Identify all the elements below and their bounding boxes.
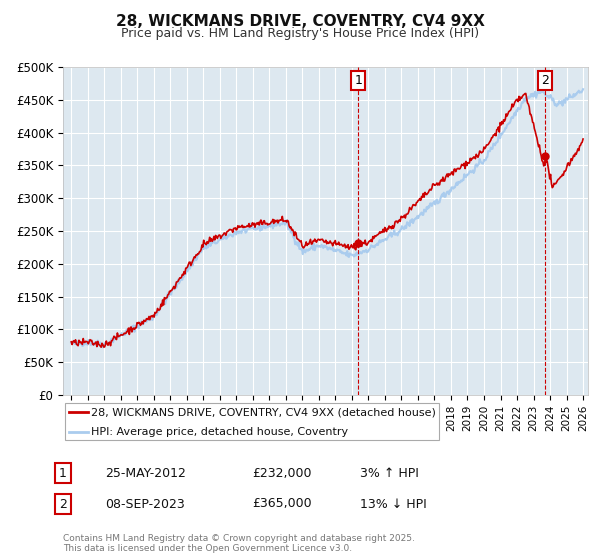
Text: 28, WICKMANS DRIVE, COVENTRY, CV4 9XX (detached house): 28, WICKMANS DRIVE, COVENTRY, CV4 9XX (d… <box>91 407 436 417</box>
Text: £365,000: £365,000 <box>252 497 311 511</box>
Text: 28, WICKMANS DRIVE, COVENTRY, CV4 9XX: 28, WICKMANS DRIVE, COVENTRY, CV4 9XX <box>116 14 484 29</box>
Text: 08-SEP-2023: 08-SEP-2023 <box>105 497 185 511</box>
Text: Contains HM Land Registry data © Crown copyright and database right 2025.
This d: Contains HM Land Registry data © Crown c… <box>63 534 415 553</box>
Text: HPI: Average price, detached house, Coventry: HPI: Average price, detached house, Cove… <box>91 427 349 437</box>
Text: 1: 1 <box>59 466 67 480</box>
Text: Price paid vs. HM Land Registry's House Price Index (HPI): Price paid vs. HM Land Registry's House … <box>121 27 479 40</box>
Text: 2: 2 <box>59 497 67 511</box>
Text: 13% ↓ HPI: 13% ↓ HPI <box>360 497 427 511</box>
FancyBboxPatch shape <box>65 403 439 440</box>
Text: 1: 1 <box>355 74 362 87</box>
Text: 3% ↑ HPI: 3% ↑ HPI <box>360 466 419 480</box>
Text: 25-MAY-2012: 25-MAY-2012 <box>105 466 186 480</box>
Text: 2: 2 <box>541 74 549 87</box>
Text: £232,000: £232,000 <box>252 466 311 480</box>
